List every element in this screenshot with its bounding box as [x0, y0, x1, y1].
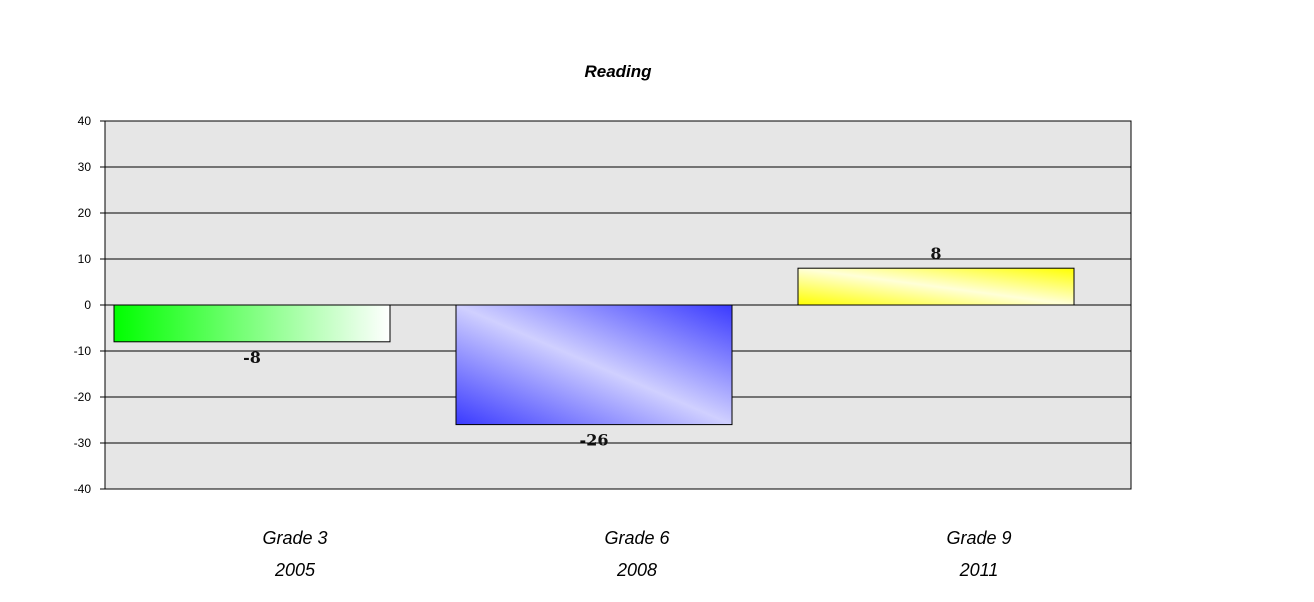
x-category-label: Grade 6: [604, 528, 670, 548]
y-tick-label: -40: [74, 482, 92, 496]
y-tick-label: 30: [78, 160, 92, 174]
y-tick-label: 20: [78, 206, 92, 220]
chart-title: Reading: [584, 62, 652, 81]
bars: [113, 267, 1075, 426]
bar-1: [113, 304, 391, 343]
x-category-label: Grade 3: [262, 528, 327, 548]
y-tick-label: -10: [74, 344, 92, 358]
y-axis-ticks: 40 30 20 10 0 -10 -20 -30 -40: [74, 114, 105, 496]
y-tick-label: 10: [78, 252, 92, 266]
data-label: -26: [580, 431, 609, 450]
data-label: -8: [243, 348, 261, 367]
y-tick-label: -30: [74, 436, 92, 450]
data-labels: -8 -26 8: [243, 244, 941, 449]
data-label: 8: [930, 244, 941, 263]
y-tick-label: -20: [74, 390, 92, 404]
bar-3: [797, 267, 1075, 306]
y-tick-label: 0: [84, 298, 91, 312]
x-axis-categories: Grade 3 2005 Grade 6 2008 Grade 9 2011: [262, 528, 1011, 580]
x-category-year: 2005: [274, 560, 316, 580]
bar-2: [455, 304, 733, 426]
y-tick-label: 40: [78, 114, 92, 128]
x-category-year: 2011: [959, 560, 999, 580]
x-category-label: Grade 9: [946, 528, 1011, 548]
x-category-year: 2008: [616, 560, 657, 580]
